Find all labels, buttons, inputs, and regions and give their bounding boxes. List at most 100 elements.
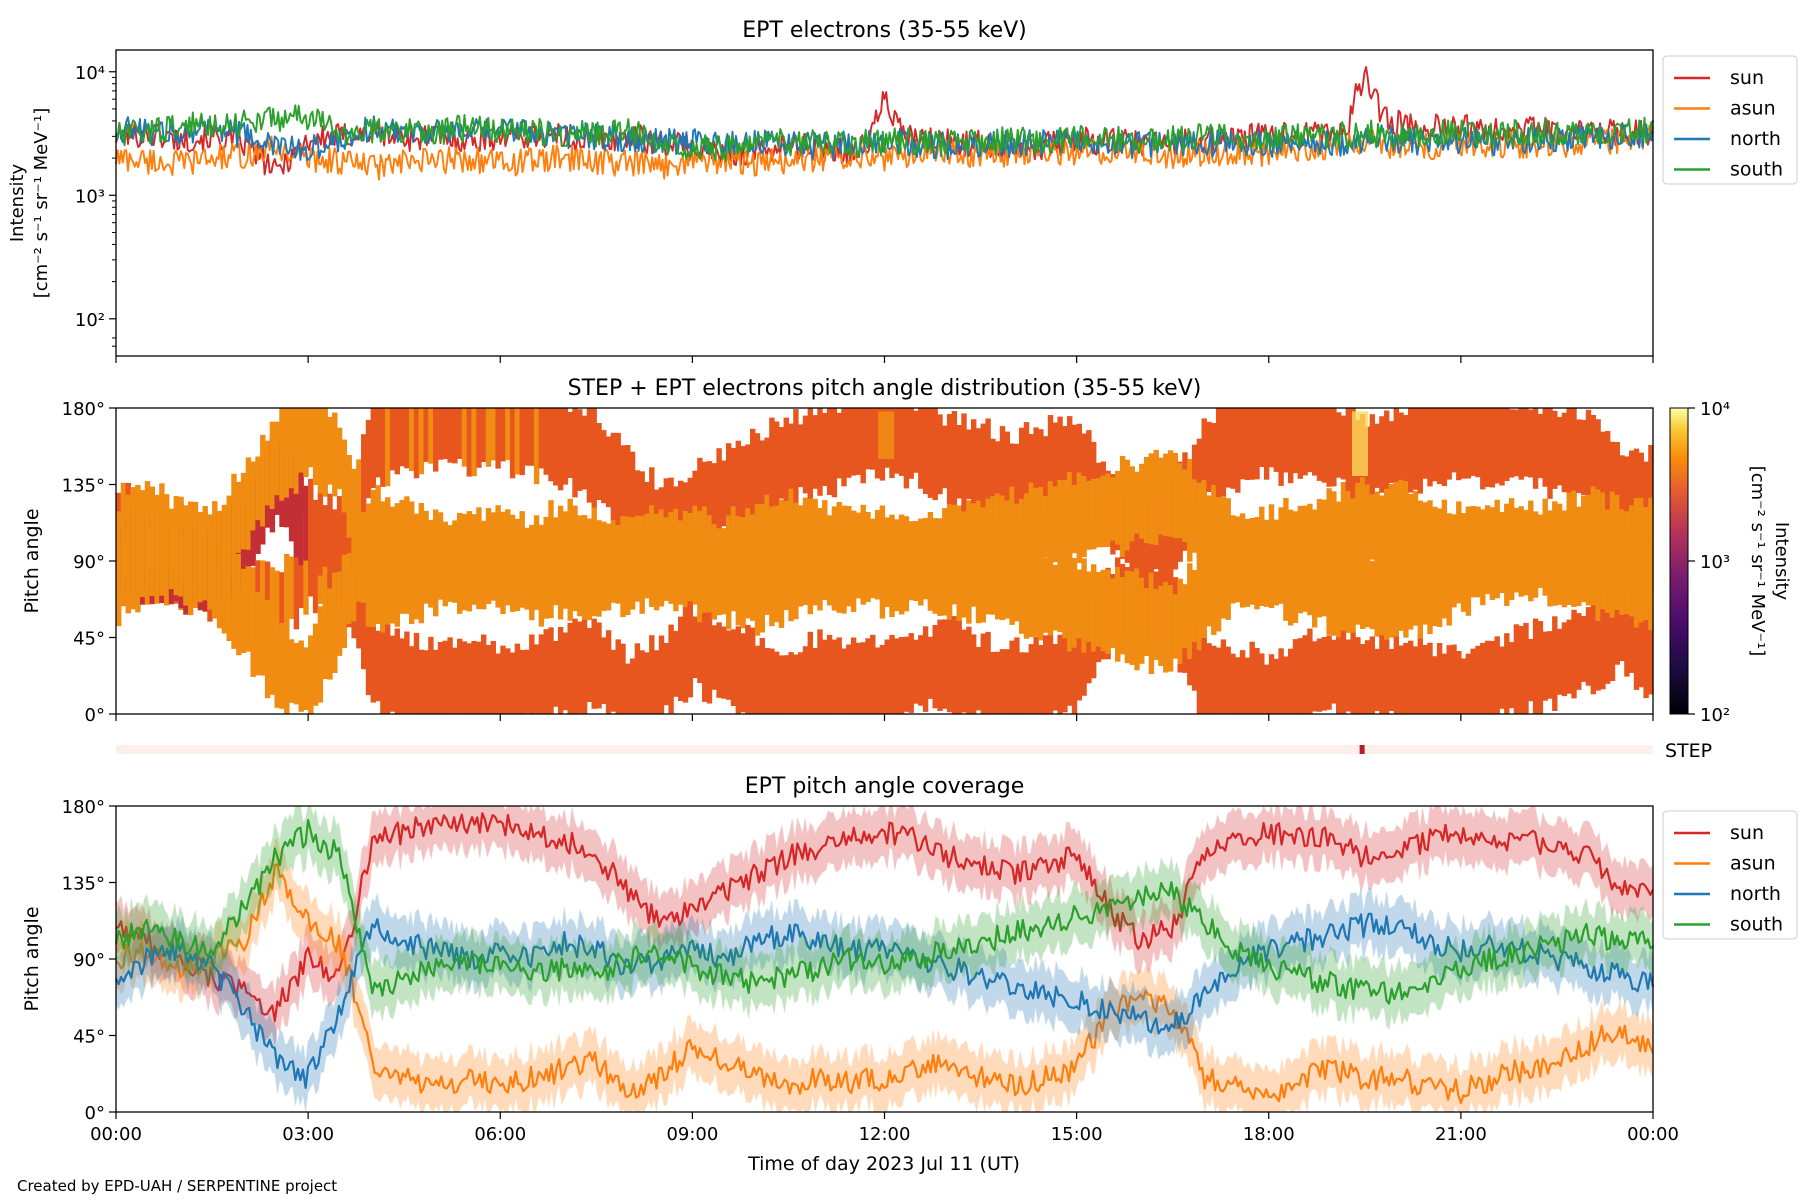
heatmap-cell [356, 576, 362, 649]
heatmap-cell [1163, 581, 1169, 673]
y-tick-label: 45° [73, 1027, 105, 1048]
heatmap-cell [793, 409, 799, 506]
heatmap-cell [1374, 423, 1380, 488]
heatmap-cell [562, 408, 569, 485]
heatmap-cell [922, 626, 929, 712]
heatmap-cell [750, 428, 756, 528]
heatmap-cell [644, 481, 650, 544]
heatmap-cell [1379, 495, 1385, 559]
heatmap-cell [1115, 567, 1121, 662]
heatmap-cell [721, 626, 727, 699]
heatmap-cell [639, 650, 645, 714]
heatmap-cell [1412, 491, 1419, 583]
heatmap-cell [1422, 408, 1428, 479]
heatmap-cell [399, 544, 405, 614]
heatmap-cell [1345, 639, 1351, 712]
heatmap-cell [389, 545, 396, 624]
heatmap-cell [913, 410, 919, 473]
heatmap-cell [341, 439, 348, 513]
heatmap-cell [1345, 491, 1351, 572]
heatmap-cell [721, 541, 727, 615]
heatmap-cell [1182, 469, 1188, 543]
heatmap-cell [745, 624, 751, 714]
heatmap-cell [557, 521, 564, 620]
heatmap-cell [562, 530, 569, 609]
heatmap-cell [1446, 408, 1452, 480]
heatmap-cell [1167, 585, 1174, 672]
heatmap-cell [1581, 616, 1587, 682]
heatmap-cell [990, 651, 996, 714]
heatmap-cell [1576, 419, 1582, 494]
heatmap-cell [236, 481, 242, 553]
heatmap-cell [726, 443, 732, 539]
heatmap-cell [1561, 412, 1568, 493]
y-tick-label: 10² [75, 310, 105, 331]
heatmap-cell [303, 408, 309, 478]
heatmap-cell [1259, 408, 1265, 467]
heatmap-cell [317, 408, 324, 494]
heatmap-cell [908, 408, 914, 479]
heatmap-cell [750, 550, 756, 621]
heatmap-cell [500, 645, 506, 714]
heatmap-cell [1542, 408, 1548, 487]
heatmap-cell [1100, 569, 1106, 652]
heatmap-cell [860, 408, 866, 484]
heatmap-cell [385, 549, 391, 625]
heatmap-cell [1312, 641, 1318, 712]
heatmap-cell [1412, 554, 1419, 626]
heatmap-cell [697, 616, 703, 684]
heatmap-cell [1009, 443, 1015, 509]
heatmap-cell [1537, 621, 1544, 714]
heatmap-cell [471, 524, 477, 601]
heatmap-cell [831, 639, 838, 714]
heatmap-cell [1004, 551, 1010, 619]
heatmap-cell [1129, 466, 1135, 542]
heatmap-cell [663, 517, 669, 594]
heatmap-cell [1475, 532, 1481, 598]
heatmap-cell [817, 529, 823, 611]
heatmap-cell [774, 505, 780, 572]
heatmap-cell [557, 627, 564, 714]
heatmap-cell [1581, 419, 1587, 496]
heatmap-cell [730, 549, 737, 612]
heatmap-cell [639, 471, 645, 544]
heatmap-cell [1451, 539, 1457, 608]
heatmap-cell [927, 512, 934, 603]
heatmap-cell [553, 538, 559, 606]
heatmap-cell [1292, 530, 1299, 623]
heatmap-cell [927, 636, 934, 699]
heatmap-cell [322, 609, 328, 679]
heatmap-cell [1163, 453, 1169, 537]
heatmap-cell [1033, 487, 1039, 571]
heatmap-cell [802, 542, 809, 605]
heatmap-cell [860, 522, 866, 605]
heatmap-cell [1076, 472, 1082, 563]
heatmap-cell [452, 408, 458, 464]
heatmap-cell [711, 463, 717, 534]
heatmap-cell [240, 472, 247, 550]
heatmap-cell [870, 408, 876, 470]
heatmap-cell [538, 634, 545, 714]
heatmap-cell [442, 528, 448, 607]
heatmap-cell [1398, 479, 1404, 579]
heatmap-cell [783, 655, 789, 714]
heatmap-cell [1355, 637, 1361, 714]
heatmap-cell [889, 518, 895, 617]
heatmap-cell [361, 434, 367, 525]
heatmap-cell [250, 461, 256, 531]
heatmap-cell [1268, 532, 1275, 608]
heatmap-cell [903, 408, 910, 489]
heatmap-cell [509, 652, 516, 714]
heatmap-cells [116, 408, 1654, 714]
heatmap-cell [1028, 482, 1034, 579]
heatmap-cell [1023, 493, 1030, 571]
heatmap-cell [1038, 487, 1044, 570]
heatmap-cell [1115, 470, 1121, 545]
heatmap-cell [634, 515, 641, 602]
heatmap-cell [423, 408, 429, 462]
heatmap-cell [317, 606, 324, 703]
heatmap-cell [1374, 648, 1380, 712]
heatmap-cell [629, 451, 636, 543]
heatmap-cell [500, 526, 506, 614]
heatmap-cell [495, 530, 501, 608]
